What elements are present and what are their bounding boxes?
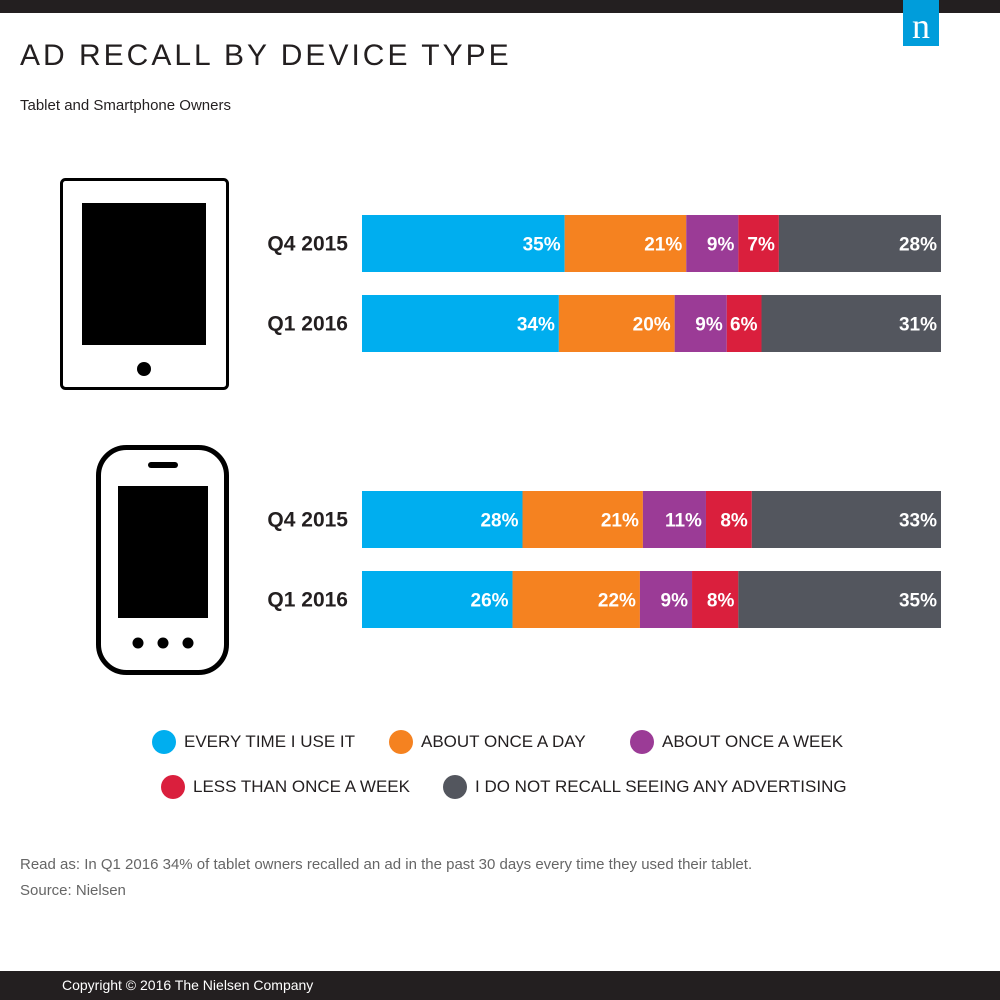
data-label-smartphone-0-4: 33% — [899, 511, 937, 532]
legend-label-less-than-week: LESS THAN ONCE A WEEK — [193, 777, 410, 796]
legend-item-once-a-day: ABOUT ONCE A DAY — [389, 728, 586, 756]
legend-item-less-than-week: LESS THAN ONCE A WEEK — [161, 773, 410, 801]
data-label-tablet-0-2: 9% — [707, 235, 735, 256]
legend-label-every-time: EVERY TIME I USE IT — [184, 732, 355, 751]
row-label-smartphone-1: Q1 2016 — [267, 589, 348, 612]
copyright-text: Copyright © 2016 The Nielsen Company — [62, 977, 314, 993]
bar-segment-tablet-1-4 — [761, 295, 941, 352]
stacked-bar-chart: Q4 2015 35% 21% 9% 7% 28% Q1 2016 34% 20% 9% 6% 31%… — [60, 178, 941, 675]
data-label-smartphone-0-3: 8% — [720, 511, 748, 532]
data-label-tablet-0-4: 28% — [899, 235, 937, 256]
data-label-smartphone-0-0: 28% — [480, 511, 518, 532]
data-label-smartphone-1-2: 9% — [661, 591, 689, 612]
source-note: Source: Nielsen — [20, 882, 126, 899]
bar-segment-tablet-0-4 — [778, 215, 941, 272]
bar-segment-tablet-0-2 — [686, 215, 739, 272]
data-label-smartphone-1-3: 8% — [707, 591, 735, 612]
legend-dot-every-time — [152, 730, 176, 754]
bar-segment-tablet-1-1 — [558, 295, 675, 352]
data-label-tablet-1-2: 9% — [695, 315, 723, 336]
legend-label-once-a-day: ABOUT ONCE A DAY — [421, 732, 586, 751]
bar-segment-smartphone-0-2 — [642, 491, 706, 548]
bar-segment-tablet-0-3 — [738, 215, 779, 272]
data-label-tablet-0-0: 35% — [523, 235, 561, 256]
nielsen-logo: n — [903, 0, 939, 46]
read-as-note: Read as: In Q1 2016 34% of tablet owners… — [20, 856, 753, 873]
bar-segment-smartphone-1-0 — [362, 571, 513, 628]
footer-bar: Copyright © 2016 The Nielsen Company — [0, 971, 1000, 1000]
legend-item-once-a-week: ABOUT ONCE A WEEK — [630, 728, 843, 756]
legend-item-do-not-recall: I DO NOT RECALL SEEING ANY ADVERTISING — [443, 773, 847, 801]
bar-segment-tablet-0-1 — [564, 215, 687, 272]
row-label-smartphone-0: Q4 2015 — [267, 509, 348, 532]
data-label-smartphone-0-1: 21% — [601, 511, 639, 532]
legend-label-once-a-week: ABOUT ONCE A WEEK — [662, 732, 844, 751]
bar-segment-smartphone-1-1 — [512, 571, 640, 628]
data-label-tablet-0-1: 21% — [644, 235, 682, 256]
chart-subtitle: Tablet and Smartphone Owners — [20, 97, 231, 114]
legend-dot-once-a-day — [389, 730, 413, 754]
data-label-tablet-1-0: 34% — [517, 315, 555, 336]
bar-segment-smartphone-1-3 — [692, 571, 739, 628]
bar-segment-smartphone-0-4 — [751, 491, 941, 548]
bar-segment-tablet-1-3 — [726, 295, 762, 352]
bar-segment-smartphone-0-1 — [522, 491, 643, 548]
data-label-tablet-1-4: 31% — [899, 315, 937, 336]
legend-label-do-not-recall: I DO NOT RECALL SEEING ANY ADVERTISING — [475, 777, 847, 796]
bar-segment-smartphone-1-2 — [639, 571, 693, 628]
bar-segment-smartphone-0-3 — [705, 491, 752, 548]
data-label-smartphone-1-1: 22% — [598, 591, 636, 612]
data-label-smartphone-0-2: 11% — [665, 511, 702, 532]
data-label-tablet-0-3: 7% — [747, 235, 775, 256]
tablet-icon — [60, 178, 229, 390]
data-label-smartphone-1-4: 35% — [899, 591, 937, 612]
top-bar — [0, 0, 1000, 13]
smartphone-icon — [96, 445, 229, 675]
row-label-tablet-1: Q1 2016 — [267, 313, 348, 336]
data-label-tablet-1-1: 20% — [633, 315, 671, 336]
bar-segment-tablet-1-2 — [674, 295, 727, 352]
bar-segment-smartphone-0-0 — [362, 491, 523, 548]
legend-dot-once-a-week — [630, 730, 654, 754]
row-label-tablet-0: Q4 2015 — [267, 233, 348, 256]
legend-dot-do-not-recall — [443, 775, 467, 799]
bar-segment-tablet-0-0 — [362, 215, 565, 272]
legend-item-every-time: EVERY TIME I USE IT — [152, 728, 355, 756]
legend-dot-less-than-week — [161, 775, 185, 799]
data-label-smartphone-1-0: 26% — [471, 591, 509, 612]
chart-title: AD RECALL BY DEVICE TYPE — [20, 39, 512, 72]
bar-segment-smartphone-1-4 — [738, 571, 941, 628]
bar-segment-tablet-1-0 — [362, 295, 559, 352]
data-label-tablet-1-3: 6% — [730, 315, 758, 336]
